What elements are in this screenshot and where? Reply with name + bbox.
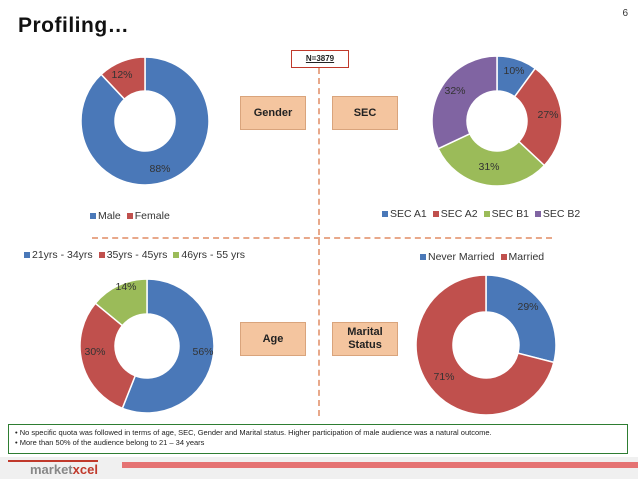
marital-slice-never-married [485, 274, 557, 364]
note-1: • No specific quota was followed in term… [15, 428, 492, 437]
age-slice-35yrs-45yrs [79, 302, 137, 410]
legend-item: Male [90, 210, 121, 222]
brand-logo: marketxcel [30, 462, 98, 477]
sec-data-label: 32% [444, 85, 465, 97]
sec-data-label: 27% [537, 109, 558, 121]
sec-tag: SEC [332, 96, 398, 130]
legend-swatch [500, 254, 507, 260]
legend-label: 46yrs - 55 yrs [181, 249, 245, 261]
age-data-label: 56% [192, 346, 213, 358]
age-slice-21yrs-34yrs [121, 278, 215, 414]
legend-swatch [24, 252, 30, 258]
sec-data-label: 10% [503, 65, 524, 77]
gender-tag: Gender [240, 96, 306, 130]
marital-donut: 29% 71% [415, 274, 557, 416]
note-2: • More than 50% of the audience belong t… [15, 438, 205, 447]
marital-data-label: 29% [517, 301, 538, 313]
sec-tag-label: SEC [353, 107, 377, 119]
legend-label: Never Married [428, 251, 495, 263]
legend-item: 21yrs - 34yrs [24, 249, 93, 261]
marital-tag-line2: Status [348, 339, 382, 351]
marital-slice-married [415, 274, 555, 416]
sec-donut: 10% 27% 31% 32% [431, 55, 563, 187]
legend-swatch [126, 213, 133, 219]
legend-item: Female [126, 210, 170, 222]
gender-donut: 88% 12% [80, 56, 210, 186]
sec-slice-sec-b2 [431, 55, 498, 150]
gender-slice-female [100, 56, 146, 101]
legend-swatch [420, 254, 426, 260]
sec-data-label: 31% [478, 161, 499, 173]
gender-data-label: 12% [111, 69, 132, 81]
legend-swatch [432, 211, 439, 217]
legend-item: SEC A1 [382, 208, 427, 220]
legend-item: Married [500, 251, 545, 263]
legend-swatch [90, 213, 96, 219]
age-data-label: 14% [115, 281, 136, 293]
legend-item: SEC A2 [432, 208, 478, 220]
legend-label: SEC A2 [440, 208, 478, 220]
legend-label: Female [134, 210, 170, 222]
legend-item: Never Married [420, 251, 495, 263]
notes-box: • No specific quota was followed in term… [8, 424, 628, 454]
sample-size-box: N=3879 [291, 50, 349, 68]
age-data-label: 30% [84, 346, 105, 358]
legend-swatch [98, 252, 105, 258]
sec-legend: SEC A1 SEC A2 SEC B1 SEC B2 [382, 208, 580, 220]
sec-slice-sec-b1 [437, 132, 546, 187]
page-number: 6 [622, 8, 628, 19]
age-tag-label: Age [262, 333, 284, 345]
marital-data-label: 71% [433, 371, 454, 383]
age-legend: 21yrs - 34yrs 35yrs - 45yrs 46yrs - 55 yrs [24, 249, 245, 261]
gender-data-label: 88% [149, 163, 170, 175]
brand-part1: market [30, 462, 73, 477]
marital-status-tag: Marital Status [332, 322, 398, 356]
legend-label: SEC B1 [491, 208, 529, 220]
marital-legend: Never Married Married [420, 251, 544, 263]
horizontal-divider [92, 237, 552, 239]
gender-slice-male [80, 56, 210, 186]
page-title: Profiling… [18, 14, 130, 37]
legend-label: 35yrs - 45yrs [106, 249, 168, 261]
footer-red-bar [122, 462, 638, 468]
legend-label: 21yrs - 34yrs [32, 249, 93, 261]
legend-label: Married [508, 251, 545, 263]
gender-tag-label: Gender [253, 107, 293, 119]
age-slice-46yrs-55-yrs [94, 278, 148, 327]
brand-accent-line [8, 460, 98, 462]
marital-tag-line1: Marital [347, 326, 383, 338]
legend-label: Male [98, 210, 121, 222]
brand-part2: xcel [72, 462, 98, 477]
legend-swatch [534, 211, 541, 217]
legend-label: SEC A1 [390, 208, 427, 220]
legend-item: SEC B1 [483, 208, 529, 220]
gender-legend: Male Female [90, 210, 170, 222]
legend-item: SEC B2 [534, 208, 581, 220]
age-tag: Age [240, 322, 306, 356]
age-donut: 56% 30% 14% [79, 278, 215, 414]
legend-swatch [382, 211, 388, 217]
legend-item: 46yrs - 55 yrs [173, 249, 245, 261]
sec-slice-sec-a2 [513, 67, 563, 167]
legend-swatch [173, 252, 180, 258]
legend-label: SEC B2 [542, 208, 581, 220]
legend-item: 35yrs - 45yrs [98, 249, 168, 261]
legend-swatch [483, 211, 490, 217]
vertical-divider [318, 68, 320, 416]
